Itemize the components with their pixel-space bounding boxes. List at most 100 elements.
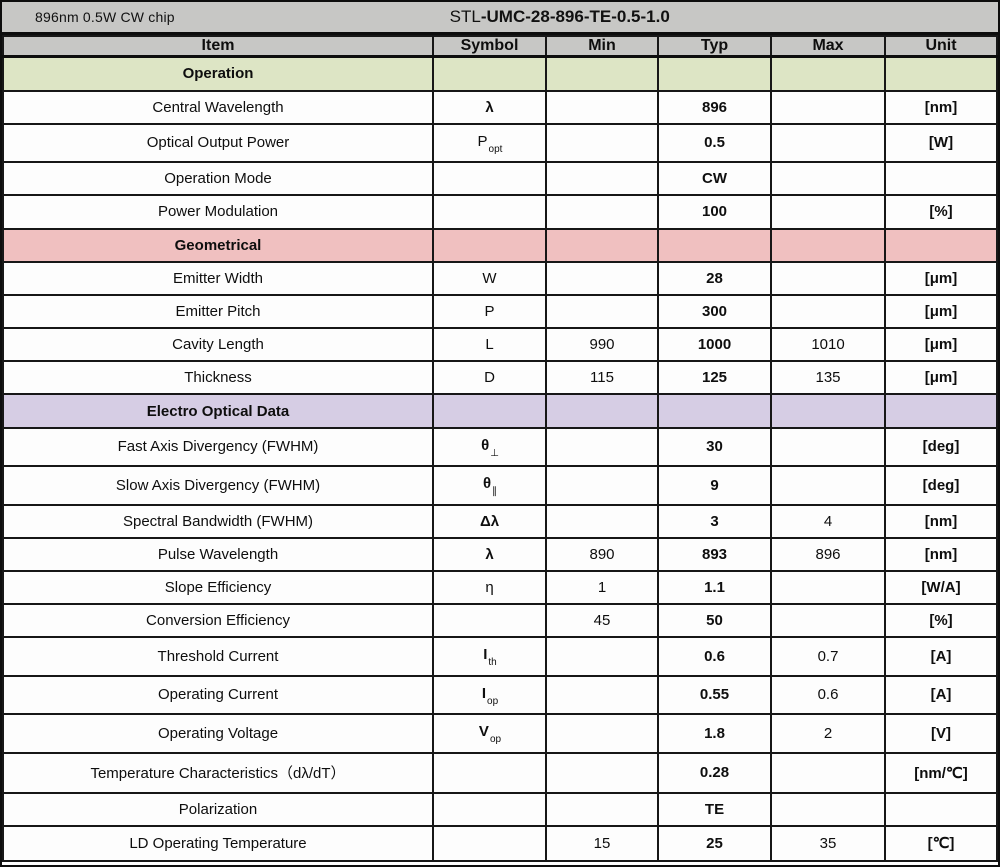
spec-max-value: 1010	[770, 327, 886, 363]
spec-typ-value: TE	[657, 791, 772, 827]
spec-min-value	[545, 161, 659, 197]
spec-row: Spectral Bandwidth (FWHM) Δλ 3 4 [nm]	[2, 503, 998, 539]
symbol-subscript: ∥	[492, 486, 498, 498]
spec-min-value: 45	[545, 603, 659, 639]
spec-symbol: Vop	[432, 713, 547, 754]
section-cell-empty	[657, 55, 772, 92]
spec-unit	[884, 161, 998, 197]
section-cell-empty	[657, 393, 772, 429]
spec-item-name: Emitter Width	[2, 260, 434, 296]
spec-item-name: Spectral Bandwidth (FWHM)	[2, 503, 434, 539]
section-cell-empty	[545, 227, 659, 263]
section-cell-empty	[884, 227, 998, 263]
spec-row: Polarization TE	[2, 791, 998, 827]
spec-typ-value: 9	[657, 465, 772, 506]
spec-item-name: Slow Axis Divergency (FWHM)	[2, 465, 434, 506]
section-row-geometrical: Geometrical	[2, 227, 998, 263]
spec-typ-value: 30	[657, 426, 772, 468]
spec-max-value	[770, 260, 886, 296]
spec-row: Operating Current Iop 0.55 0.6 [A]	[2, 674, 998, 716]
section-cell-empty	[770, 55, 886, 92]
spec-item-name: Conversion Efficiency	[2, 603, 434, 639]
spec-max-value	[770, 791, 886, 827]
spec-max-value	[770, 603, 886, 639]
section-cell-empty	[432, 227, 547, 263]
spec-symbol	[432, 824, 547, 863]
symbol-subscript: opt	[488, 143, 503, 155]
spec-max-value	[770, 89, 886, 125]
spec-symbol	[432, 603, 547, 639]
spec-row: Optical Output Power Popt 0.5 [W]	[2, 122, 998, 164]
spec-unit: [A]	[884, 636, 998, 677]
spec-min-value	[545, 122, 659, 164]
spec-symbol: Ith	[432, 636, 547, 677]
symbol-subscript: op	[489, 734, 502, 746]
spec-unit: [%]	[884, 194, 998, 230]
spec-min-value	[545, 503, 659, 539]
spec-unit: [nm]	[884, 536, 998, 572]
spec-symbol	[432, 194, 547, 230]
spec-typ-value: 125	[657, 360, 772, 396]
spec-unit: [℃]	[884, 824, 998, 863]
spec-row: Emitter Width W 28 [μm]	[2, 260, 998, 296]
spec-unit: [%]	[884, 603, 998, 639]
spec-symbol: Iop	[432, 674, 547, 716]
spec-unit	[884, 791, 998, 827]
symbol-subscript: th	[488, 657, 497, 669]
spec-min-value	[545, 713, 659, 754]
spec-min-value: 990	[545, 327, 659, 363]
section-cell-empty	[545, 55, 659, 92]
spec-min-value	[545, 636, 659, 677]
column-header-typ: Typ	[657, 35, 772, 58]
spec-symbol: η	[432, 569, 547, 606]
spec-row: Threshold Current Ith 0.6 0.7 [A]	[2, 636, 998, 677]
spec-unit: [nm/℃]	[884, 751, 998, 794]
spec-table: Item Symbol Min Typ Max Unit Operation Ce…	[2, 35, 998, 863]
spec-row: Thickness D 115 125 135 [μm]	[2, 360, 998, 396]
spec-unit: [nm]	[884, 89, 998, 125]
spec-row: Operation Mode CW	[2, 161, 998, 197]
spec-symbol: L	[432, 327, 547, 363]
section-cell-empty	[432, 393, 547, 429]
spec-row: Cavity Length L 990 1000 1010 [μm]	[2, 327, 998, 363]
spec-unit: [A]	[884, 674, 998, 716]
spec-row: Slope Efficiency η 1 1.1 [W/A]	[2, 569, 998, 606]
spec-typ-value: CW	[657, 161, 772, 197]
spec-symbol	[432, 751, 547, 794]
spec-item-name: Operating Current	[2, 674, 434, 716]
spec-symbol: D	[432, 360, 547, 396]
spec-item-name: Central Wavelength	[2, 89, 434, 125]
spec-item-name: Slope Efficiency	[2, 569, 434, 606]
spec-symbol: W	[432, 260, 547, 296]
spec-unit: [deg]	[884, 465, 998, 506]
spec-max-value	[770, 426, 886, 468]
spec-typ-value: 0.6	[657, 636, 772, 677]
spec-min-value	[545, 751, 659, 794]
spec-min-value	[545, 465, 659, 506]
spec-item-name: Thickness	[2, 360, 434, 396]
spec-item-name: Cavity Length	[2, 327, 434, 363]
model-number: STL-UMC-28-896-TE-0.5-1.0	[450, 7, 670, 27]
spec-typ-value: 25	[657, 824, 772, 863]
spec-min-value	[545, 194, 659, 230]
spec-max-value: 896	[770, 536, 886, 572]
section-cell-empty	[884, 55, 998, 92]
spec-max-value: 35	[770, 824, 886, 863]
spec-max-value	[770, 465, 886, 506]
spec-unit: [nm]	[884, 503, 998, 539]
spec-typ-value: 3	[657, 503, 772, 539]
spec-max-value	[770, 751, 886, 794]
spec-max-value: 0.7	[770, 636, 886, 677]
section-row-electro-optical-data: Electro Optical Data	[2, 393, 998, 429]
section-title: Operation	[2, 55, 434, 92]
spec-typ-value: 100	[657, 194, 772, 230]
column-header-min: Min	[545, 35, 659, 58]
section-cell-empty	[770, 227, 886, 263]
model-prefix: STL	[449, 7, 481, 26]
spec-max-value: 4	[770, 503, 886, 539]
spec-typ-value: 28	[657, 260, 772, 296]
spec-unit: [μm]	[884, 360, 998, 396]
section-title: Geometrical	[2, 227, 434, 263]
spec-item-name: Fast Axis Divergency (FWHM)	[2, 426, 434, 468]
spec-symbol: Δλ	[432, 503, 547, 539]
